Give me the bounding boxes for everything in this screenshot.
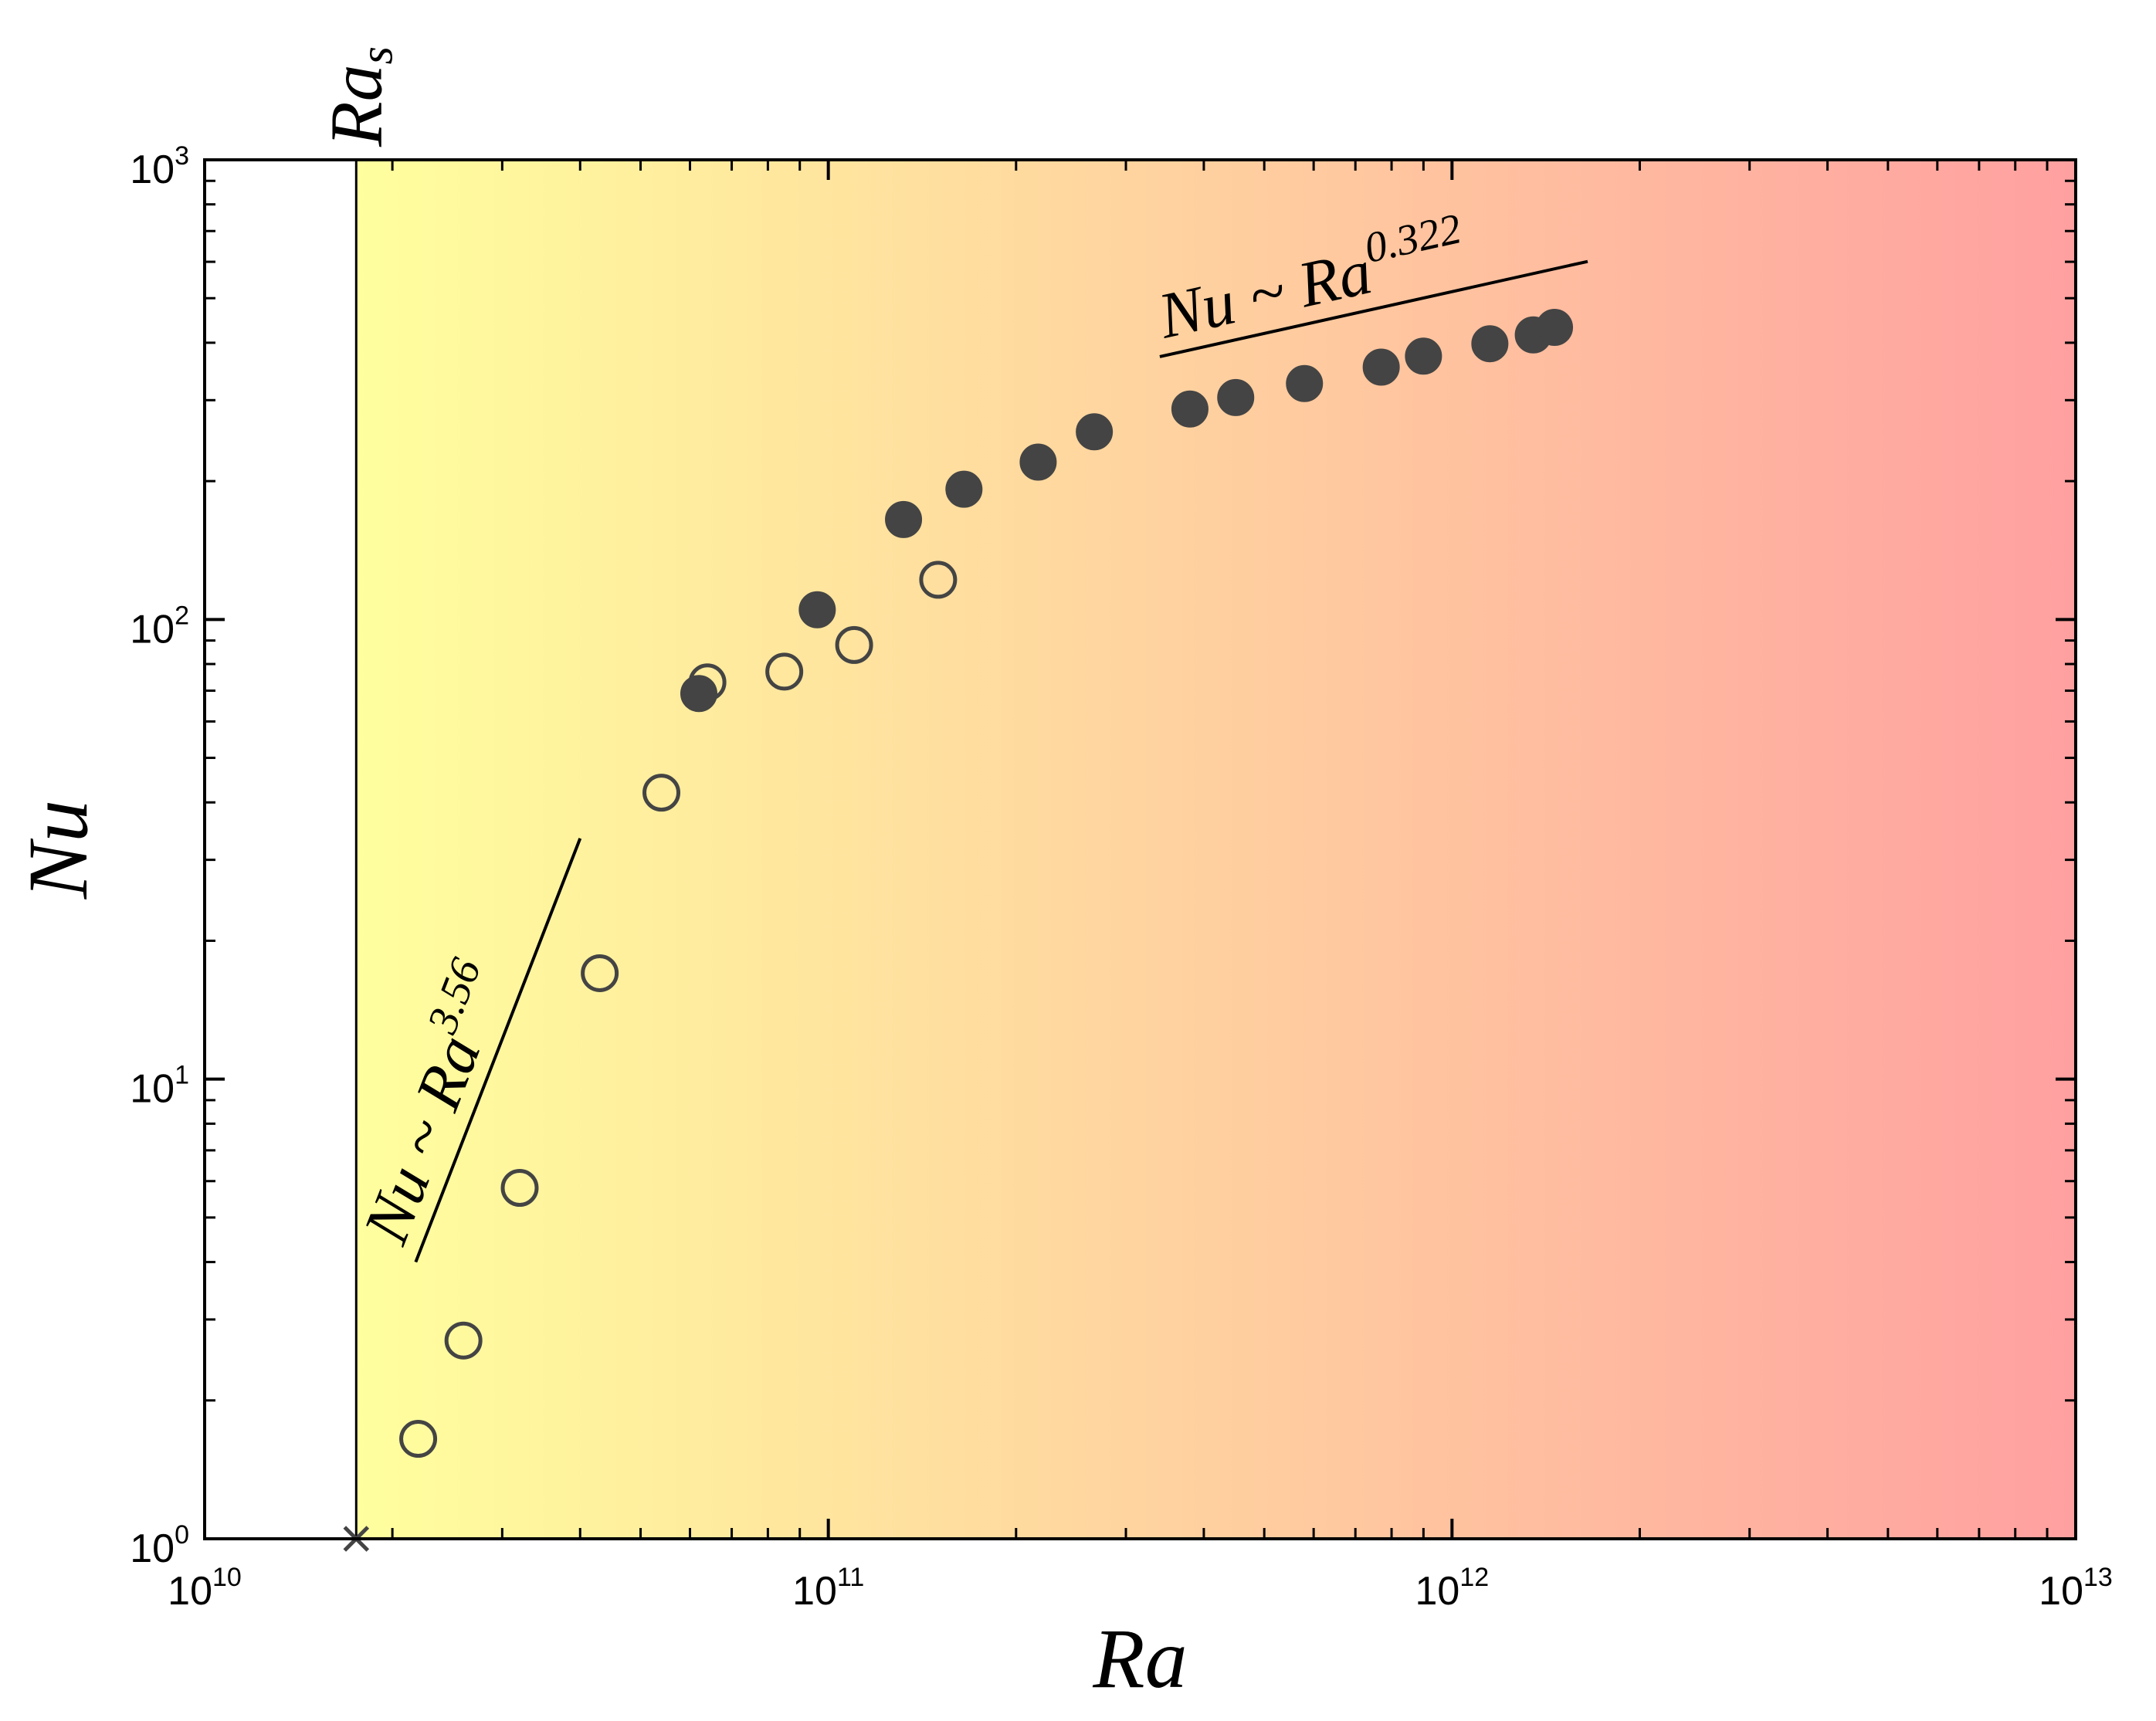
critical-label-sub: s	[351, 46, 402, 64]
y-tick-label: 101	[130, 1061, 189, 1112]
y-tick-label-base: 10	[130, 607, 175, 652]
x-tick-label-base: 10	[2039, 1569, 2083, 1614]
filled-point	[1019, 443, 1057, 481]
open-point	[500, 1169, 539, 1208]
critical-ra-label: Ras	[314, 46, 402, 147]
plot-frame	[203, 158, 2077, 1540]
x-tick-label: 1012	[1415, 1563, 1489, 1614]
y-tick-label: 100	[130, 1520, 189, 1571]
x-axis-title: Ra	[1092, 1611, 1187, 1706]
filled-point	[1171, 390, 1209, 428]
filled-point	[885, 500, 923, 538]
x-tick-label: 1013	[2039, 1563, 2113, 1614]
filled-point	[1076, 413, 1114, 451]
y-tick-label-exp: 1	[175, 1061, 189, 1090]
open-point	[444, 1321, 483, 1360]
y-tick-label: 103	[130, 141, 189, 192]
filled-point	[1362, 348, 1400, 386]
x-tick-label-base: 10	[792, 1569, 837, 1614]
open-point	[399, 1420, 438, 1458]
x-tick-label-base: 10	[1415, 1569, 1459, 1614]
svg-text:Ras: Ras	[314, 46, 402, 147]
filled-point	[1217, 378, 1255, 416]
open-point	[642, 774, 681, 812]
filled-point	[1471, 325, 1509, 363]
filled-point	[1405, 337, 1442, 375]
y-tick-label-exp: 2	[175, 601, 189, 630]
y-tick-label-base: 10	[130, 147, 175, 192]
y-tick-label-exp: 0	[175, 1520, 189, 1550]
data-points	[399, 309, 1574, 1458]
fit-lines	[414, 259, 1588, 1263]
x-tick-label: 1010	[168, 1563, 242, 1614]
fit-line	[1159, 259, 1588, 358]
background-gradient-region	[356, 160, 2076, 1539]
filled-point	[680, 675, 717, 713]
x-tick-label-exp: 12	[1459, 1563, 1489, 1592]
y-tick-label-exp: 3	[175, 141, 189, 171]
minor-ticks	[205, 160, 2076, 1539]
x-tick-label-exp: 13	[2083, 1563, 2113, 1592]
x-tick-labels: 1010 1011 1012 1013	[168, 1563, 2113, 1614]
filled-point	[1536, 309, 1574, 347]
x-tick-label: 1011	[792, 1563, 864, 1614]
x-tick-label-exp: 10	[212, 1563, 242, 1592]
x-tick-label-base: 10	[168, 1569, 212, 1614]
filled-point	[1286, 364, 1324, 402]
y-tick-label: 102	[130, 601, 189, 652]
fit-line	[414, 838, 582, 1263]
y-tick-label-base: 10	[130, 1526, 175, 1571]
filled-point	[945, 470, 983, 508]
open-point	[835, 625, 873, 664]
open-point	[765, 652, 804, 691]
filled-point	[798, 591, 836, 628]
y-axis-title: Nu	[11, 800, 105, 899]
x-tick-label-exp: 11	[837, 1563, 864, 1592]
open-point	[581, 954, 619, 992]
y-tick-label-base: 10	[130, 1067, 175, 1112]
critical-label-base: Ra	[314, 64, 397, 147]
open-point	[919, 561, 958, 599]
